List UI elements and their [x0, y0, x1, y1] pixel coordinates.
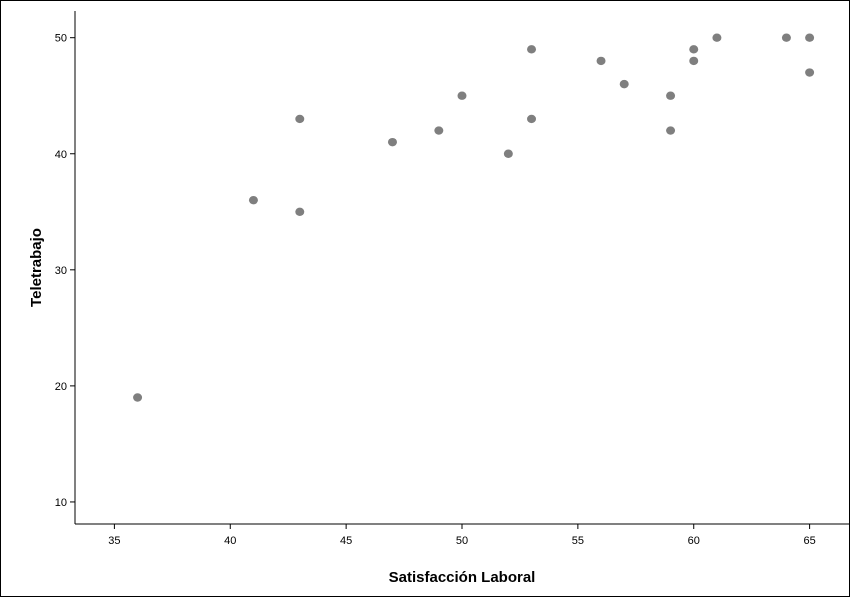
- x-tick-label: 55: [572, 535, 584, 547]
- scatter-point: [457, 91, 467, 100]
- y-tick-label: 50: [55, 33, 67, 45]
- data-points: [133, 33, 815, 402]
- scatter-point: [503, 149, 513, 158]
- scatter-point: [387, 137, 397, 147]
- y-tick-label: 30: [55, 265, 67, 277]
- scatter-point: [805, 68, 815, 77]
- axes: [74, 11, 849, 525]
- scatter-point: [712, 33, 722, 42]
- scatter-point: [295, 207, 305, 216]
- x-axis-ticks: 35 40 45 50 55 60 65: [108, 524, 816, 547]
- x-tick-label: 35: [108, 535, 120, 547]
- scatter-point: [527, 45, 537, 54]
- scatter-point: [689, 45, 699, 54]
- scatter-point: [248, 195, 258, 205]
- x-tick-label: 60: [688, 535, 700, 547]
- x-tick-label: 40: [224, 535, 236, 547]
- scatter-point: [805, 33, 815, 42]
- scatter-point: [689, 56, 699, 66]
- scatter-point: [619, 79, 629, 89]
- x-axis-title: Satisfacción Laboral: [389, 569, 536, 586]
- scatter-point: [781, 33, 791, 42]
- x-tick-label: 45: [340, 535, 352, 547]
- y-axis-title: Teletrabajo: [28, 228, 45, 307]
- scatter-point: [666, 126, 676, 135]
- y-tick-label: 10: [55, 497, 67, 509]
- x-tick-label: 50: [456, 535, 468, 547]
- scatter-point: [434, 126, 444, 135]
- scatter-point: [295, 114, 305, 124]
- scatter-point: [133, 393, 143, 402]
- scatter-point: [596, 56, 606, 66]
- x-tick-label: 65: [803, 535, 815, 547]
- scatter-point: [666, 91, 676, 100]
- y-axis-ticks: 10 20 30 40 50: [55, 33, 75, 509]
- y-tick-label: 40: [55, 149, 67, 161]
- y-tick-label: 20: [55, 381, 67, 393]
- scatter-point: [527, 114, 537, 124]
